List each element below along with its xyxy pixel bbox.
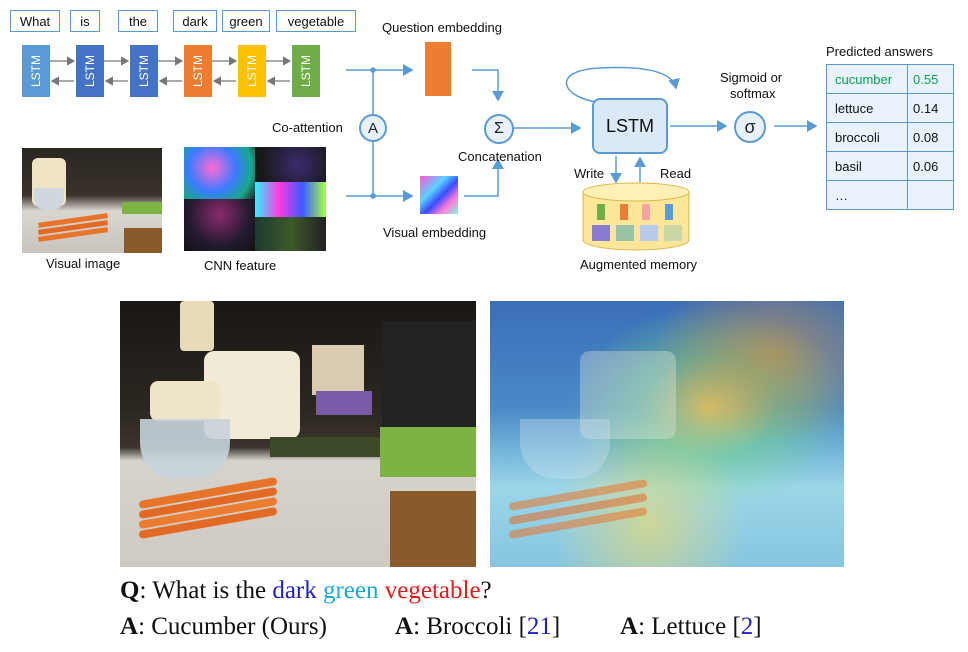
sigmoid-node: σ [734,111,766,143]
question-word: What [10,10,60,32]
answer-text: : Broccoli [ [413,613,527,640]
answer-caption-ref21: A: Broccoli [21] [395,613,560,641]
predicted-answers-table: cucumber 0.55 lettuce 0.14 broccoli 0.08… [826,64,954,210]
answer-name: … [835,188,848,203]
lstm-cell: LSTM [238,45,266,97]
answer-close-bracket: ] [551,613,561,640]
answer-caption-ours: A: Cucumber (Ours) [120,613,327,641]
visual-embedding-patch [420,176,458,214]
co-attention-node: A [359,114,387,142]
question-word: green [222,10,270,32]
predicted-answers-title: Predicted answers [826,44,933,59]
question-word: the [118,10,158,32]
answer-text: : Cucumber (Ours) [138,613,327,640]
question-word-vegetable: vegetable [384,577,481,604]
question-word: dark [173,10,217,32]
question-word-dark: dark [272,577,317,604]
citation-link[interactable]: 21 [526,613,552,640]
visual-embedding-label: Visual embedding [383,225,487,240]
sigmoid-label-line1: Sigmoid or [720,70,783,85]
question-prefix: Q [120,577,140,604]
lstm-cell: LSTM [292,45,320,97]
augmented-memory-label: Augmented memory [580,257,698,272]
answer-row: cucumber 0.55 [827,65,953,94]
answer-name: basil [835,159,862,174]
question-caption: Q: What is the dark green vegetable? [120,577,492,605]
question-word: is [70,10,100,32]
question-text: : What is the [139,577,273,604]
lstm-cell: LSTM [130,45,158,97]
question-embedding-label: Question embedding [382,20,502,35]
answer-score: 0.55 [913,72,939,87]
answer-score: 0.14 [913,101,939,116]
answer-prefix: A [620,613,639,640]
main-lstm-block: LSTM [592,98,668,154]
answer-name: lettuce [835,101,874,116]
co-attention-label: Co-attention [272,120,343,135]
answer-caption-ref2: A: Lettuce [2] [620,613,762,641]
answer-column-divider [907,65,908,209]
answer-score: 0.08 [913,130,939,145]
answer-row: basil 0.06 [827,152,953,181]
augmented-memory-cylinder [582,182,690,251]
connector-lines [50,56,818,202]
answer-row: broccoli 0.08 [827,123,953,152]
answer-score: 0.06 [913,159,939,174]
input-photo [120,301,476,567]
read-label: Read [660,166,692,181]
cnn-feature-map [184,147,326,251]
answer-name: broccoli [835,130,880,145]
attention-heatmap [490,301,844,567]
visual-image-label: Visual image [46,256,121,271]
write-label: Write [574,166,605,181]
visual-image-thumbnail [22,148,162,253]
answer-name: cucumber [835,72,893,87]
answer-row: … [827,181,953,210]
answer-prefix: A [395,613,414,640]
question-word-green: green [322,577,379,604]
question-mark: ? [480,577,492,604]
answer-text: : Lettuce [ [638,613,741,640]
lstm-cell: LSTM [184,45,212,97]
concatenation-label: Concatenation [458,149,542,164]
concat-node: Σ [484,114,514,144]
lstm-cell: LSTM [76,45,104,97]
question-word: vegetable [276,10,356,32]
citation-link[interactable]: 2 [740,613,754,640]
sigmoid-label-line2: softmax [730,86,776,101]
cnn-feature-label: CNN feature [204,258,277,273]
answer-row: lettuce 0.14 [827,94,953,123]
answer-prefix: A [120,613,139,640]
lstm-cell: LSTM [22,45,50,97]
question-embedding-bar [425,42,451,96]
answer-close-bracket: ] [753,613,762,640]
